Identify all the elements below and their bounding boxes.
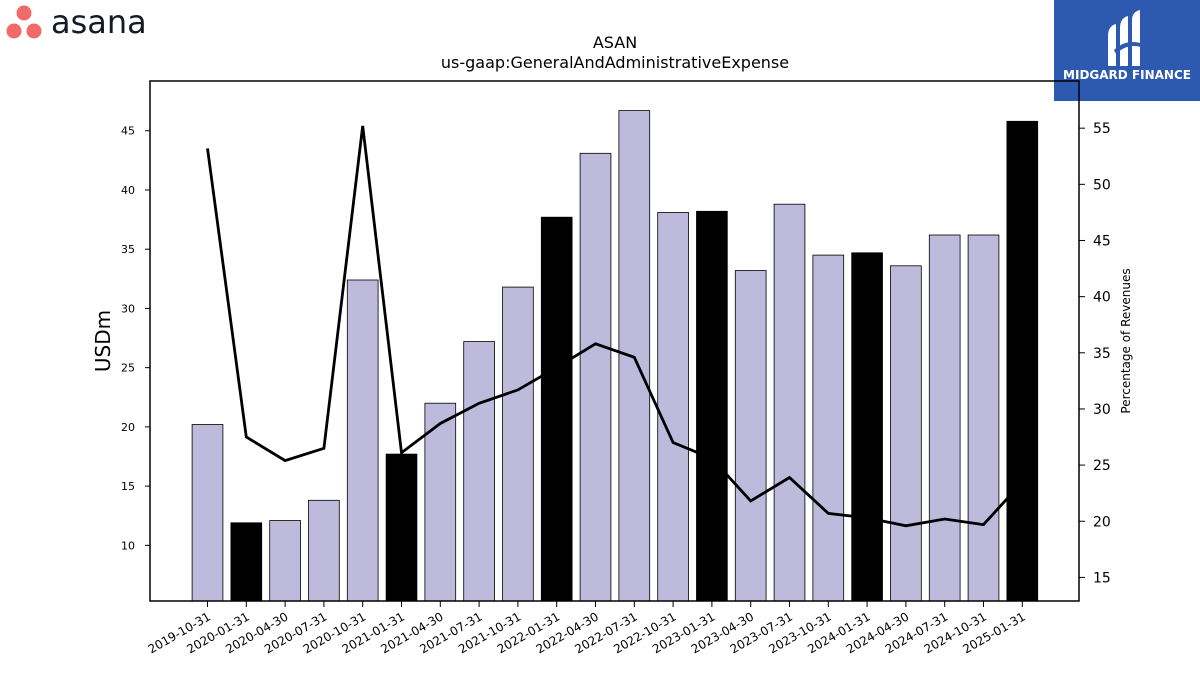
bar-2022-04-30 (579, 152, 612, 602)
logo-dot-top (16, 5, 32, 21)
bar-2023-07-31 (773, 203, 806, 602)
bar-2024-10-31 (967, 234, 1000, 602)
x-axis: 2019-10-312020-01-312020-04-302020-07-31… (146, 601, 1028, 656)
revenue-percentage-line (206, 125, 1024, 528)
bar-2021-07-31 (463, 341, 495, 602)
chart-title: ASAN (593, 33, 637, 52)
midgard-logo-icon (1108, 10, 1144, 66)
bar-2021-04-30 (424, 402, 457, 602)
y-axis-left: 10 15 20 25 30 35 40 45 (121, 125, 150, 552)
y-tick-label-40: 40 (121, 184, 135, 197)
y-tick-label-35: 35 (121, 243, 135, 256)
bar-2023-10-31 (812, 254, 845, 602)
y-tick-label-10: 10 (121, 539, 135, 552)
bar-2022-07-31 (618, 110, 651, 602)
bar-2023-04-30 (734, 270, 767, 602)
chart-subtitle: us-gaap:GeneralAndAdministrativeExpense (441, 53, 789, 72)
y2-tick-label-45: 45 (1093, 233, 1111, 249)
y2-tick-label-30: 30 (1093, 402, 1111, 418)
bar-2025-01-31 (1006, 120, 1039, 602)
bar-2022-10-31 (657, 212, 689, 602)
bar-2019-10-31 (191, 424, 224, 602)
y2-tick-label-15: 15 (1093, 570, 1111, 586)
y2-axis-label: Percentage of Revenues (1119, 268, 1133, 413)
y2-tick-label-25: 25 (1093, 458, 1111, 474)
bar-2024-01-31 (851, 252, 883, 602)
bar-2024-07-31 (928, 234, 961, 602)
logo-text: asana (51, 4, 147, 41)
asana-logo: asana (6, 4, 147, 41)
y-tick-label-20: 20 (121, 421, 135, 434)
plot-frame (149, 80, 1080, 602)
bar-2022-01-31 (540, 216, 573, 602)
y-tick-label-30: 30 (121, 302, 135, 315)
y2-tick-label-20: 20 (1093, 514, 1111, 530)
y-tick-label-15: 15 (121, 480, 135, 493)
y-axis-right: 15 20 25 30 35 40 45 50 55 (1079, 121, 1111, 586)
bar-2020-07-31 (308, 499, 340, 602)
y2-tick-label-55: 55 (1093, 121, 1111, 137)
bar-2024-04-30 (890, 265, 922, 602)
bar-2021-10-31 (502, 286, 534, 602)
y2-tick-label-50: 50 (1093, 177, 1111, 193)
y2-tick-label-35: 35 (1093, 346, 1111, 362)
y-tick-label-25: 25 (121, 362, 135, 375)
bar-2020-01-31 (230, 522, 263, 602)
brand-text: MIDGARD FINANCE (1063, 68, 1191, 82)
y-axis-label: USDm (91, 310, 115, 372)
logo-dot-left (6, 23, 22, 39)
y-tick-label-45: 45 (121, 125, 135, 138)
logo-dot-right (26, 23, 42, 39)
bar-2020-10-31 (346, 279, 379, 602)
bar-2020-04-30 (269, 520, 301, 602)
bar-2023-01-31 (696, 210, 728, 602)
line-layer (206, 125, 1024, 528)
y2-tick-label-40: 40 (1093, 290, 1111, 306)
bars-layer (191, 110, 1039, 602)
bar-2021-01-31 (385, 453, 418, 602)
